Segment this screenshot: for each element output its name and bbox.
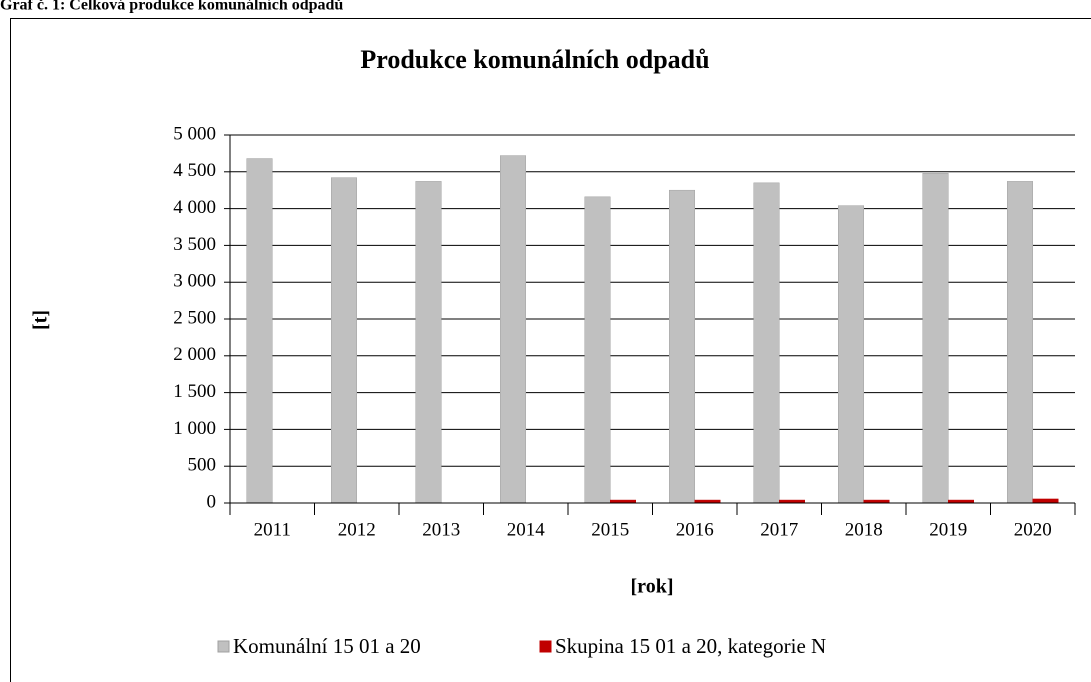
bar bbox=[669, 189, 695, 504]
legend-swatch bbox=[539, 640, 552, 653]
bar bbox=[753, 182, 780, 504]
bar bbox=[922, 173, 949, 504]
bar bbox=[331, 177, 357, 504]
caption: Graf č. 1: Celková produkce komunálních … bbox=[0, 0, 343, 14]
chart-frame bbox=[10, 18, 1091, 682]
y-tick-label: 4 000 bbox=[173, 197, 216, 218]
x-tick-label: 2018 bbox=[845, 519, 883, 540]
x-tick-label: 2014 bbox=[507, 519, 546, 540]
y-tick-label: 0 bbox=[207, 491, 217, 512]
y-tick-label: 1 000 bbox=[173, 418, 216, 439]
x-tick-label: 2020 bbox=[1014, 519, 1052, 540]
bar bbox=[1007, 181, 1033, 504]
bar bbox=[1032, 498, 1059, 504]
y-tick-label: 1 500 bbox=[173, 381, 216, 402]
chart-title: Produkce komunálních odpadů bbox=[360, 45, 709, 74]
x-tick-label: 2012 bbox=[338, 519, 376, 540]
y-tick-label: 3 500 bbox=[173, 234, 216, 255]
bar bbox=[415, 181, 442, 504]
x-tick-label: 2011 bbox=[254, 519, 291, 540]
y-tick-label: 5 000 bbox=[173, 123, 216, 144]
y-tick-label: 2 500 bbox=[173, 307, 216, 328]
legend-label: Skupina 15 01 a 20, kategorie N bbox=[555, 634, 826, 658]
legend-swatch bbox=[217, 640, 230, 653]
y-axis-label: [t] bbox=[30, 310, 52, 330]
bar bbox=[500, 155, 526, 504]
y-tick-label: 500 bbox=[188, 455, 217, 476]
x-tick-label: 2016 bbox=[676, 519, 714, 540]
y-tick-label: 4 500 bbox=[173, 160, 216, 181]
x-tick-label: 2015 bbox=[591, 519, 629, 540]
legend-label: Komunální 15 01 a 20 bbox=[233, 634, 421, 658]
bar bbox=[584, 196, 611, 504]
y-tick-label: 3 000 bbox=[173, 271, 216, 292]
x-tick-label: 2013 bbox=[422, 519, 460, 540]
bar bbox=[246, 158, 273, 504]
x-tick-label: 2017 bbox=[760, 519, 798, 540]
bar bbox=[838, 205, 864, 504]
x-axis-label: [rok] bbox=[631, 576, 674, 598]
x-tick-label: 2019 bbox=[929, 519, 967, 540]
y-tick-label: 2 000 bbox=[173, 344, 216, 365]
